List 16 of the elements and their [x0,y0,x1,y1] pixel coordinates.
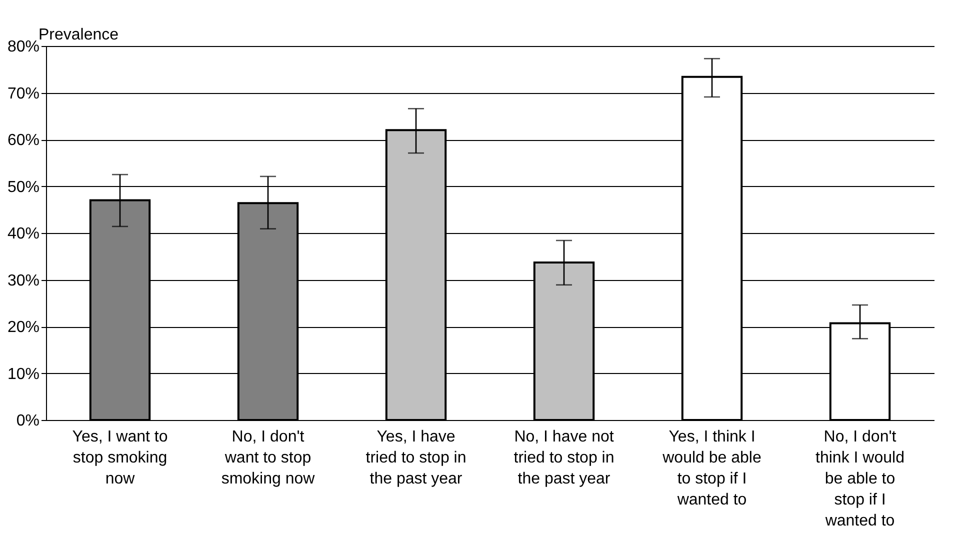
y-tick-label: 40% [7,226,40,242]
y-tick-label: 80% [7,38,40,56]
x-tick-label: No, I have not tried to stop in the past year [514,428,614,488]
y-tick-label: 50% [7,178,40,196]
x-tick-label: No, I don't think I would be able to stop if I wanted to [816,428,904,530]
y-tick-label: 60% [7,132,40,149]
x-tick-label: Yes, I think I would be able to stop if I wanted to [662,428,762,508]
x-tick-label: Yes, I want to stop smoking now [72,428,168,488]
y-tick-label: 0% [16,412,40,430]
x-tick-label: No, I don't want to stop smoking now [221,428,316,488]
y-tick-label: 30% [7,272,40,290]
y-tick-label: 70% [7,85,40,102]
y-axis-title: Prevalence [38,26,119,44]
y-tick-label: 20% [7,319,40,336]
y-tick-label: 10% [7,366,40,383]
x-tick-label: Yes, I have tried to stop in the past year [366,428,466,488]
